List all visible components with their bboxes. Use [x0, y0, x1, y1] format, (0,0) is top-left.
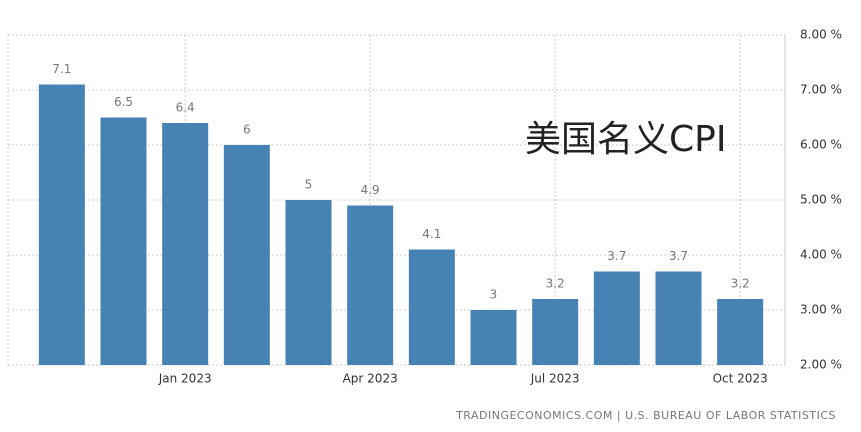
- value-label: 6.5: [114, 95, 133, 109]
- bar: [100, 117, 147, 365]
- x-tick-label: Jan 2023: [158, 372, 212, 386]
- y-tick-label: 4.00 %: [800, 248, 842, 262]
- value-label: 3: [490, 288, 498, 302]
- bar: [593, 271, 640, 365]
- value-label: 5: [305, 178, 313, 192]
- bar: [717, 299, 764, 365]
- value-label: 3.2: [546, 277, 565, 291]
- value-label: 6.4: [176, 101, 195, 115]
- x-tick-label: Jul 2023: [530, 372, 580, 386]
- x-tick-label: Apr 2023: [343, 372, 398, 386]
- value-label: 3.7: [607, 249, 626, 263]
- bar: [655, 271, 702, 365]
- bar: [162, 123, 209, 365]
- y-tick-label: 8.00 %: [800, 28, 842, 42]
- bar: [223, 145, 270, 365]
- bar: [347, 205, 394, 365]
- y-tick-label: 2.00 %: [800, 358, 842, 372]
- bar: [38, 84, 85, 365]
- bar: [532, 299, 579, 365]
- x-tick-label: Oct 2023: [713, 372, 768, 386]
- source: TRADINGECONOMICS.COM | U.S. BUREAU OF LA…: [455, 409, 836, 422]
- value-label: 3.2: [731, 277, 750, 291]
- y-tick-label: 7.00 %: [800, 83, 842, 97]
- value-label: 7.1: [52, 62, 71, 76]
- value-label: 6: [243, 123, 251, 137]
- y-tick-label: 3.00 %: [800, 303, 842, 317]
- bar: [470, 310, 517, 365]
- annotation: 美国名义CPI: [525, 119, 726, 160]
- y-tick-label: 5.00 %: [800, 193, 842, 207]
- bar: [408, 249, 455, 365]
- y-tick-label: 6.00 %: [800, 138, 842, 152]
- value-label: 4.1: [422, 227, 441, 241]
- value-label: 4.9: [361, 183, 380, 197]
- value-label: 3.7: [669, 249, 688, 263]
- bar: [285, 200, 332, 365]
